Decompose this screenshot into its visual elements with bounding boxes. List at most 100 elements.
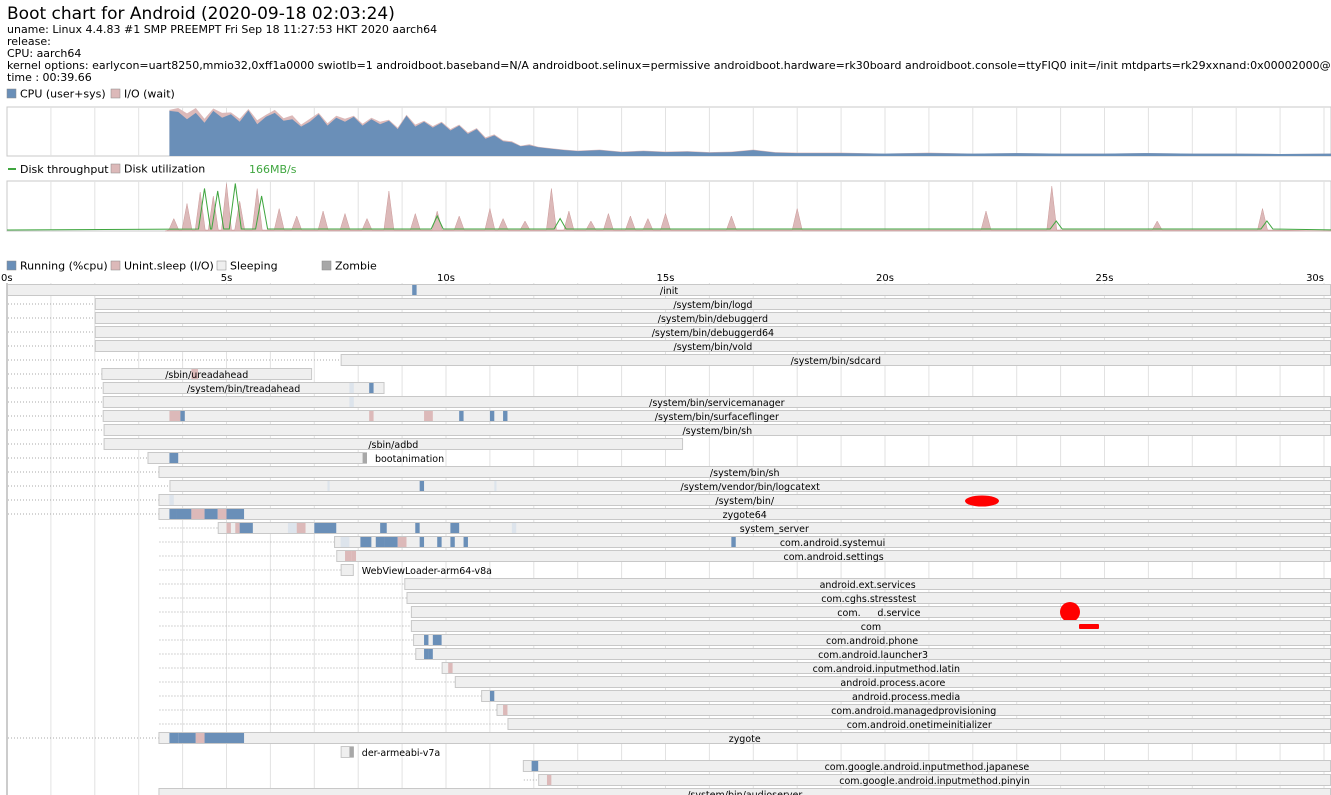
process-name-label: com.android.phone [826, 636, 918, 647]
process-state-segment [169, 495, 174, 505]
process-state-segment [191, 509, 205, 519]
process-state-segment [226, 523, 231, 533]
cpu-user-sys-area [169, 110, 1331, 156]
process-state-segment [191, 369, 198, 379]
process-name-label: com [861, 622, 881, 633]
process-state-segment [345, 551, 352, 561]
process-name-label: /system/bin/ [715, 496, 774, 507]
process-name-label-tail: d.service [877, 608, 920, 619]
process-name-label: android.ext.services [820, 580, 916, 591]
process-state-segment [424, 411, 433, 421]
process-state-segment [169, 411, 181, 421]
process-name-label: /system/bin/sh [682, 426, 752, 437]
process-name-label: com.google.android.inputmethod.japanese [825, 762, 1030, 773]
time-axis-label: 10s [437, 273, 455, 284]
legend-sleeping-label: Sleeping [230, 260, 278, 273]
process-state-segment [450, 537, 455, 547]
process-state-segment [424, 649, 429, 659]
process-name-label: /system/bin/surfaceflinger [655, 412, 779, 423]
legend-cpu-swatch [6, 88, 17, 99]
process-name-label: com. [837, 608, 860, 619]
time-axis-label: 15s [657, 273, 675, 284]
process-state-segment [531, 761, 539, 771]
process-name-label: com.android.onetimeinitializer [847, 720, 992, 731]
process-state-segment [489, 691, 495, 701]
time-axis-label: 25s [1096, 273, 1114, 284]
process-bar [103, 438, 684, 450]
process-state-segment [424, 635, 429, 645]
process-name-label: WebViewLoader-arm64-v8a [362, 566, 492, 577]
boot-time-line: time : 00:39.66 [7, 71, 92, 84]
process-state-segment [731, 537, 736, 547]
process-state-segment [384, 537, 398, 547]
process-state-segment [494, 481, 497, 491]
legend-cpu-label: CPU (user+sys) [20, 88, 106, 101]
process-name-label: /sbin/adbd [368, 440, 418, 451]
process-bar [101, 368, 313, 380]
process-state-segment [349, 397, 354, 407]
process-state-segment [369, 411, 374, 421]
process-state-segment [239, 523, 253, 533]
process-state-segment [226, 509, 245, 519]
process-state-segment [419, 537, 425, 547]
kernel-options-line: kernel options: earlycon=uart8250,mmio32… [7, 59, 1331, 72]
process-name-label: com.android.settings [783, 552, 883, 563]
process-state-segment [296, 523, 306, 533]
process-name-label: android.process.media [852, 692, 960, 703]
process-name-label: com.android.managedprovisioning [831, 706, 996, 717]
process-name-label: /system/bin/sdcard [791, 356, 881, 367]
legend-sleeping-swatch [216, 260, 227, 271]
legend-io-wait-swatch [110, 88, 121, 99]
process-state-segment [217, 509, 227, 519]
legend-running-label: Running (%cpu) [20, 260, 108, 273]
process-name-label: zygote [729, 734, 761, 745]
process-state-segment [176, 509, 192, 519]
process-name-label: /sbin/ureadahead [165, 370, 248, 381]
process-state-segment [448, 663, 453, 673]
process-state-segment [169, 509, 177, 519]
legend-zombie-label: Zombie [335, 260, 377, 273]
disk-utilization-area [164, 183, 1331, 232]
legend-disk-utilization-swatch [110, 163, 121, 174]
process-state-segment [360, 537, 372, 547]
time-axis-label: 5s [221, 273, 233, 284]
process-state-segment [380, 523, 387, 533]
process-state-segment [169, 733, 179, 743]
process-state-segment [226, 733, 245, 743]
process-state-segment [349, 383, 354, 393]
redaction-mark [965, 495, 999, 507]
process-state-segment [287, 523, 297, 533]
legend-disk-utilization-label: Disk utilization [124, 163, 205, 176]
process-name-label: com.cghs.stresstest [821, 594, 916, 605]
process-name-label: /init [660, 286, 679, 297]
process-name-label: com.google.android.inputmethod.pinyin [839, 776, 1030, 787]
disk-chart-frame [6, 180, 1331, 232]
redaction-mark [1079, 624, 1099, 629]
process-name-label: com.android.launcher3 [818, 650, 928, 661]
chart-header: Boot chart for Android (2020-09-18 02:03… [7, 5, 1331, 84]
time-axis-label: 20s [876, 273, 894, 284]
process-state-segment [450, 523, 460, 533]
process-state-segment [503, 705, 508, 715]
process-state-segment [349, 747, 354, 757]
process-state-segment [397, 537, 407, 547]
process-state-segment [178, 733, 196, 743]
process-state-segment [432, 635, 442, 645]
process-state-segment [415, 523, 420, 533]
process-state-segment [169, 453, 179, 463]
legend-zombie-swatch [321, 260, 332, 271]
process-name-label: /system/bin/vold [674, 342, 753, 353]
legend-disk-throughput-label: Disk throughput [20, 163, 109, 176]
process-name-label: android.process.acore [840, 678, 945, 689]
process-state-segment [314, 523, 337, 533]
process-state-segment [204, 733, 227, 743]
process-name-label: system_server [740, 524, 809, 535]
uname-line: uname: Linux 4.4.83 #1 SMP PREEMPT Fri S… [7, 23, 438, 36]
disk-max-throughput-label: 166MB/s [249, 163, 297, 176]
process-name-label: com.android.systemui [780, 538, 885, 549]
process-state-segment [235, 523, 240, 533]
process-name-label: bootanimation [375, 454, 444, 465]
process-state-segment [546, 775, 552, 785]
process-state-segment [180, 411, 185, 421]
